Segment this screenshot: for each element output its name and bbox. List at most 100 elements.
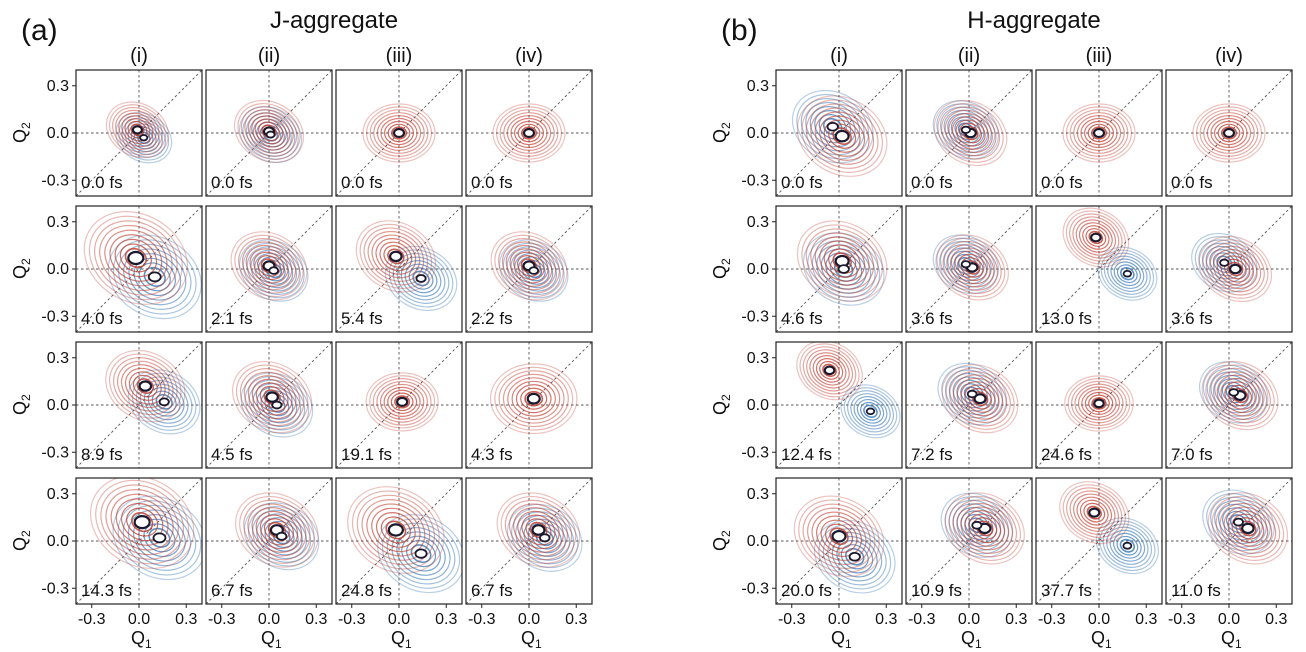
- plot-frame: [775, 205, 903, 333]
- time-label: 3.6 fs: [911, 309, 953, 328]
- x-tick-label: -0.3: [78, 611, 106, 628]
- plot-frame: [335, 341, 463, 469]
- x-axis-label: Q1: [1221, 628, 1242, 651]
- x-axis-label: Q1: [131, 628, 152, 651]
- x-tick-label: 0.3: [435, 611, 457, 628]
- y-tick-label: 0.3: [747, 214, 769, 231]
- contour-cell: 4.6 fs: [775, 205, 903, 333]
- panel-label: (a): [21, 14, 58, 47]
- contour-cell: 0.0 fs: [75, 69, 203, 197]
- plot-frame: [905, 69, 1033, 197]
- column-label: (ii): [258, 45, 280, 67]
- time-label: 0.0 fs: [1171, 173, 1213, 192]
- wavepacket-contours: [234, 99, 304, 163]
- plot-frame: [1165, 341, 1293, 469]
- y-tick-label: 0.0: [747, 261, 769, 278]
- wavepacket-contours: [1191, 232, 1273, 303]
- time-label: 24.6 fs: [1041, 445, 1092, 464]
- y-tick-label: 0.3: [747, 78, 769, 95]
- contour-center: [826, 121, 839, 132]
- contour-cell: 24.8 fs -0.3 0.0 0.3 Q1: [335, 477, 463, 651]
- time-label: 0.0 fs: [471, 173, 513, 192]
- contour-cell: 0.0 fs: [1035, 69, 1163, 197]
- contour-center: [1219, 258, 1230, 267]
- wavepacket-contours: [940, 492, 1025, 565]
- contour-center: [415, 274, 427, 283]
- contour-center: [414, 548, 428, 559]
- contour-center: [275, 531, 288, 541]
- y-tick-label: 0.3: [747, 486, 769, 503]
- y-tick-label: -0.3: [741, 172, 769, 189]
- panel-h-aggregate: (b) H-aggregate (i) (ii) (iii) (iv) 0.3 0.0 -0.3…: [710, 7, 1293, 651]
- contour-center: [265, 130, 276, 139]
- y-tick-label: 0.0: [47, 397, 69, 414]
- contour-cell: 0.0 fs: [335, 69, 463, 197]
- plot-frame: [465, 205, 593, 333]
- contour-center: [1228, 388, 1240, 397]
- contour-cell: 2.1 fs: [205, 205, 333, 333]
- wavepacket-contours: [1062, 207, 1158, 301]
- y-tick-label: 0.3: [47, 78, 69, 95]
- time-label: 2.1 fs: [211, 309, 253, 328]
- time-label: 20.0 fs: [781, 581, 832, 600]
- contour-center: [396, 396, 409, 407]
- wavepacket-contours: [489, 363, 578, 435]
- time-label: 0.0 fs: [81, 173, 123, 192]
- y-tick-label: -0.3: [41, 308, 69, 325]
- x-tick-label: -0.3: [778, 611, 806, 628]
- wavepacket-contours: [796, 220, 888, 306]
- wavepacket-contours: [347, 486, 462, 594]
- wavepacket-contours: [230, 231, 309, 302]
- column-label: (i): [830, 45, 848, 67]
- column-label: (i): [130, 45, 148, 67]
- plot-frame: [75, 205, 203, 333]
- x-tick-label: 0.0: [828, 611, 850, 628]
- contour-cell: 0.0 fs: [905, 69, 1033, 197]
- time-label: 11.0 fs: [1171, 581, 1221, 600]
- contour-center: [392, 127, 406, 139]
- time-label: 24.8 fs: [341, 581, 392, 600]
- time-label: 14.3 fs: [81, 581, 132, 600]
- contour-cell: 3.6 fs: [1165, 205, 1293, 333]
- contour-center: [139, 134, 149, 142]
- y-axis-label: Q2: [710, 530, 733, 551]
- time-label: 10.9 fs: [911, 581, 962, 600]
- contour-cell: 0.0 fs: [1165, 69, 1293, 197]
- time-label: 7.2 fs: [911, 445, 953, 464]
- y-tick-label: 0.0: [747, 397, 769, 414]
- plot-frame: [1035, 205, 1163, 333]
- contour-cell: 0.0 fs: [205, 69, 333, 197]
- panel-title: H-aggregate: [967, 7, 1100, 34]
- x-tick-label: 0.0: [518, 611, 540, 628]
- column-label: (ii): [958, 45, 980, 67]
- contour-cell: 12.4 fs: [775, 341, 903, 469]
- plot-frame: [75, 69, 203, 197]
- y-tick-label: 0.0: [47, 261, 69, 278]
- contour-cell: 0.0 fs: [465, 69, 593, 197]
- y-tick-label: -0.3: [741, 580, 769, 597]
- contour-cell: 3.6 fs: [905, 205, 1033, 333]
- contour-cell: 13.0 fs: [1035, 205, 1163, 333]
- plot-frame: [775, 69, 903, 197]
- contour-center: [387, 523, 404, 537]
- x-axis-label: Q1: [521, 628, 542, 651]
- wavepacket-contours: [496, 492, 583, 572]
- wavepacket-contours: [355, 220, 458, 312]
- wavepacket-contours: [235, 492, 320, 571]
- plot-frame: [335, 69, 463, 197]
- plot-frame: [775, 341, 903, 469]
- wavepacket-contours: [89, 478, 202, 581]
- contour-center: [834, 129, 850, 143]
- contour-center: [848, 551, 861, 562]
- contour-cell: 4.3 fs: [465, 341, 593, 469]
- time-label: 8.9 fs: [81, 445, 123, 464]
- wavepacket-contours: [1202, 489, 1289, 565]
- time-label: 4.3 fs: [471, 445, 513, 464]
- time-label: 4.6 fs: [781, 309, 823, 328]
- contour-center: [138, 380, 153, 392]
- time-label: 6.7 fs: [471, 581, 513, 600]
- x-axis-label: Q1: [831, 628, 852, 651]
- contour-center: [526, 392, 541, 405]
- x-axis-label: Q1: [961, 628, 982, 651]
- contour-center: [973, 393, 987, 405]
